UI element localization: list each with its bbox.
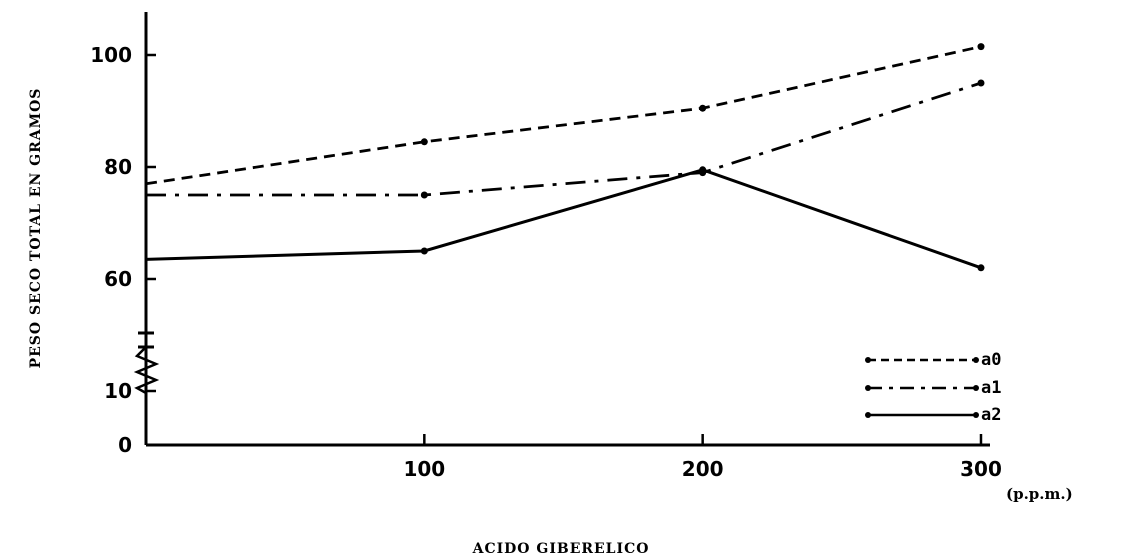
legend-dot bbox=[973, 385, 979, 391]
legend-dot bbox=[865, 385, 871, 391]
y-tick-label: 100 bbox=[90, 43, 132, 67]
x-axis-unit: (p.p.m.) bbox=[1006, 485, 1073, 503]
legend-label: a0 bbox=[981, 350, 1001, 370]
legend-item-a0: a0 bbox=[865, 350, 1001, 370]
series-layer bbox=[145, 43, 985, 272]
y-tick-label: 10 bbox=[104, 379, 132, 403]
data-point bbox=[420, 247, 428, 255]
legend-label: a1 bbox=[981, 378, 1001, 398]
series-a1 bbox=[146, 79, 985, 199]
legend-item-a2: a2 bbox=[865, 405, 1001, 425]
data-point bbox=[977, 43, 985, 51]
series-line-a1 bbox=[146, 81, 982, 197]
y-tick-label: 80 bbox=[104, 155, 132, 179]
series-line-a2 bbox=[145, 168, 982, 270]
x-axis-title: ACIDO GIBERELICO bbox=[472, 541, 650, 557]
data-point bbox=[699, 166, 707, 174]
data-point bbox=[977, 79, 985, 87]
data-point bbox=[420, 138, 428, 146]
legend-label: a2 bbox=[981, 405, 1001, 425]
legend-item-a1: a1 bbox=[865, 378, 1001, 398]
data-point bbox=[977, 264, 985, 272]
data-point bbox=[699, 104, 707, 112]
legend-dot bbox=[865, 412, 871, 418]
y-axis-title: PESO SECO TOTAL EN GRAMOS bbox=[28, 88, 44, 369]
y-tick-label: 0 bbox=[118, 433, 132, 457]
x-tick-label: 100 bbox=[403, 457, 445, 481]
axes bbox=[133, 12, 990, 447]
series-a0 bbox=[145, 43, 985, 186]
y-tick-label: 60 bbox=[104, 267, 132, 291]
x-tick-label: 200 bbox=[682, 457, 724, 481]
legend: a0 a1 a2 bbox=[865, 350, 1001, 425]
axis-break bbox=[133, 331, 160, 395]
legend-dot bbox=[973, 357, 979, 363]
x-tick-label: 300 bbox=[960, 457, 1002, 481]
series-line-a0 bbox=[145, 45, 982, 186]
legend-dot bbox=[865, 357, 871, 363]
series-a2 bbox=[145, 166, 985, 272]
data-point bbox=[420, 191, 428, 199]
legend-dot bbox=[973, 412, 979, 418]
ticks: 100 200 300 0 10 60 80 100 bbox=[90, 43, 1002, 481]
